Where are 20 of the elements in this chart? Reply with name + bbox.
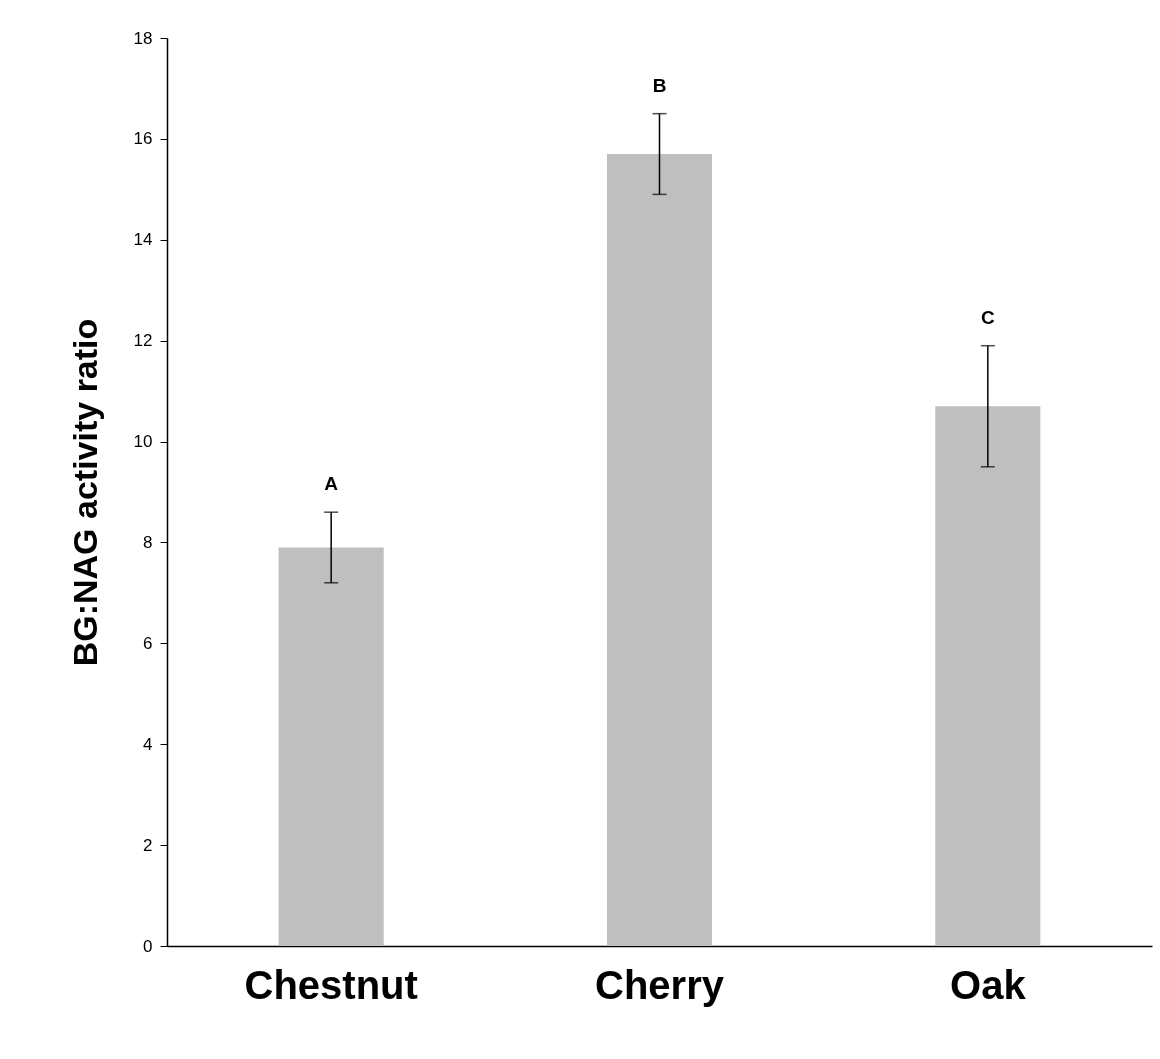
x-tick-label: Oak (950, 962, 1027, 1007)
bar (278, 547, 384, 946)
annotation: A (324, 473, 339, 495)
x-tick-label: Cherry (595, 962, 725, 1007)
bar (606, 154, 713, 946)
y-tick-label: 0 (143, 936, 153, 956)
y-tick-label: 12 (133, 331, 153, 351)
y-axis-title: BG:NAG activity ratio (65, 318, 104, 667)
y-tick-label: 16 (133, 129, 153, 149)
x-tick-label: Chestnut (244, 962, 418, 1007)
y-tick-label: 14 (133, 230, 153, 250)
annotation: B (652, 74, 667, 96)
y-tick-label: 6 (143, 633, 153, 653)
y-tick-label: 10 (133, 432, 153, 452)
y-tick-label: 4 (143, 734, 153, 754)
y-tick-label: 18 (133, 28, 153, 48)
y-tick-label: 8 (143, 532, 153, 552)
bar (935, 406, 1041, 946)
y-tick-label: 2 (143, 835, 153, 855)
annotation: C (980, 306, 995, 328)
